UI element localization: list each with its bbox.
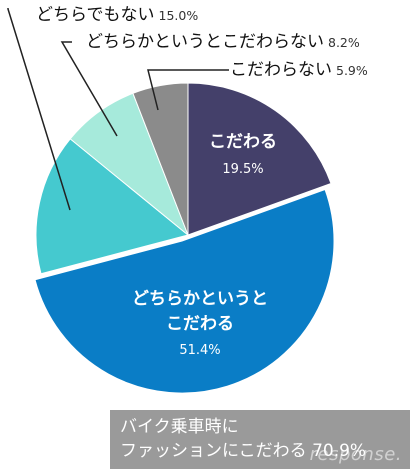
label-dochirademo-nai: どちらでもない 15.0% xyxy=(36,5,198,25)
label-kodawaranai: こだわらない 5.9% xyxy=(230,60,368,80)
pct-kodawaru: 19.5% xyxy=(222,162,263,177)
label-dochiraka-line1: どちらかというと xyxy=(132,289,268,309)
slice-kodawaru xyxy=(187,82,332,236)
watermark-logo: response. xyxy=(309,444,402,465)
summary-line2: ファッションにこだわる 70.9% xyxy=(120,439,410,463)
label-kodawaru: こだわる xyxy=(209,132,277,152)
summary-box: バイク乗車時に ファッションにこだわる 70.9% xyxy=(110,410,410,469)
label-dochiraka-kodawaranai: どちらかというとこだわらない 8.2% xyxy=(86,32,360,52)
summary-line1: バイク乗車時に xyxy=(120,417,239,437)
slice-kodawaranai xyxy=(132,82,189,236)
slice-dochiraka-kodawaru xyxy=(34,188,335,394)
summary-prefix: ファッションにこだわる xyxy=(120,441,307,461)
leader-line-dochiraka-kodawaranai xyxy=(60,41,118,137)
leader-line-kodawaranai xyxy=(147,69,229,111)
summary-value: 70.9% xyxy=(312,441,367,461)
slice-dochirademo-nai xyxy=(35,138,190,275)
label-dochiraka-line2: こだわる xyxy=(166,314,234,334)
leader-line-dochirademo xyxy=(7,8,71,211)
pie-slices xyxy=(34,82,335,394)
pct-dochiraka-kodawaru: 51.4% xyxy=(179,343,220,358)
